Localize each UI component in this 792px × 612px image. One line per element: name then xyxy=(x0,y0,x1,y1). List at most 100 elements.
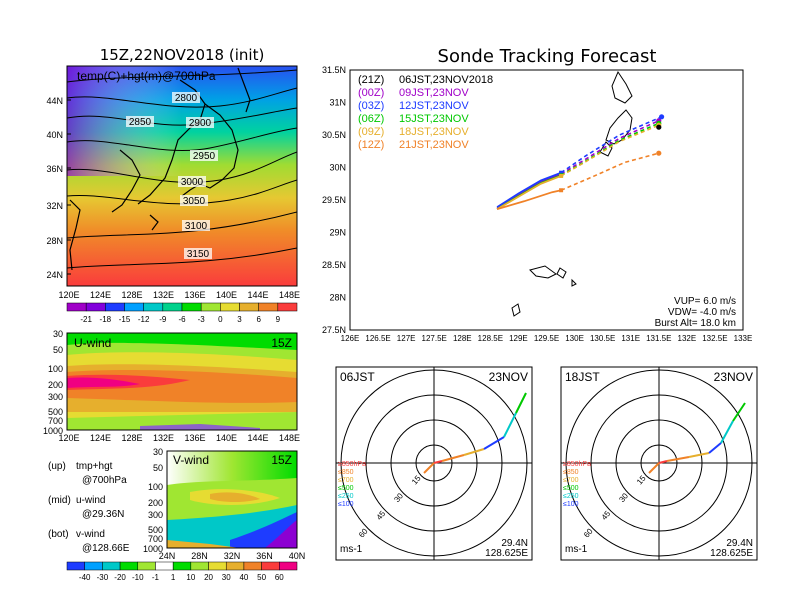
contour-label: 2900 xyxy=(189,118,212,129)
legend-desc: v-wind xyxy=(76,529,105,540)
u-lon-tick: 128E xyxy=(121,433,142,443)
track-y-tick: 29.5N xyxy=(322,195,346,205)
track-x-tick: 133E xyxy=(734,334,753,343)
track-endpoint xyxy=(656,124,662,130)
hodo-trace xyxy=(483,436,505,450)
legend-series-time: (00Z) xyxy=(358,87,384,99)
v-lat-tick: 24N xyxy=(159,551,176,561)
hodo-trace xyxy=(720,420,734,444)
u-lon-ticks: 120E 124E 128E 132E 136E 140E 144E 148E xyxy=(58,433,300,443)
hodo-time: 18JST xyxy=(565,370,600,384)
map-lat-tick: 40N xyxy=(46,130,63,140)
hodo-legend-item: ≤250 xyxy=(338,493,354,500)
hodo-lon: 128.625E xyxy=(485,548,528,559)
v-pressure-tick: 300 xyxy=(148,510,163,520)
hodo-trace xyxy=(503,412,517,438)
legend-series-label: 21JST,23NOV xyxy=(399,139,469,151)
v-lat-tick: 40N xyxy=(289,551,306,561)
legend-desc: @700hPa xyxy=(82,475,127,486)
legend-series-label: 12JST,23NOV xyxy=(399,100,469,112)
colorbar-swatch xyxy=(208,561,227,571)
v-wind-label: V-wind xyxy=(173,453,209,467)
hodo-trace xyxy=(708,442,722,454)
map-lat-tick: 32N xyxy=(46,201,63,211)
left-map-title: 15Z,22NOV2018 (init) xyxy=(100,46,265,64)
map-lat-tick: 36N xyxy=(46,164,63,174)
track-y-tick: 30N xyxy=(329,163,346,173)
track-line-dashed xyxy=(560,152,659,191)
colorbar-swatch xyxy=(66,561,85,571)
track-x-tick: 130E xyxy=(565,334,584,343)
u-wind-panel: U-wind 15Z xyxy=(66,332,298,431)
chart-title: Sonde Tracking Forecast xyxy=(438,46,657,67)
track-marker xyxy=(559,173,564,178)
u-pressure-tick: 100 xyxy=(48,364,63,374)
colorbar-swatch xyxy=(102,561,121,571)
legend-series-time: (03Z) xyxy=(358,100,384,112)
track-x-tick: 129E xyxy=(509,334,528,343)
legend-series-time: (09Z) xyxy=(358,126,384,138)
hodo-date: 23NOV xyxy=(714,370,753,384)
track-y-tick: 31N xyxy=(329,98,346,108)
contour-label: 3000 xyxy=(181,177,204,188)
colorbar-tick: -9 xyxy=(159,315,167,324)
u-pressure-tick: 700 xyxy=(48,416,63,426)
legend-series-label: 09JST,23NOV xyxy=(399,87,469,99)
colorbar-tick: -12 xyxy=(138,315,150,324)
track-line-dashed xyxy=(560,124,660,177)
v-pressure-tick: 200 xyxy=(148,498,163,508)
contour-label-bg xyxy=(126,116,154,127)
colorbar-swatch xyxy=(261,561,280,571)
colorbar-swatch xyxy=(162,302,183,312)
u-pressure-tick: 200 xyxy=(48,380,63,390)
sonde-setting: VUP= 6.0 m/s xyxy=(674,296,736,307)
map-lon-tick: 132E xyxy=(153,290,174,300)
hodo-legend-item: ≤500 xyxy=(563,485,579,492)
contour-label-bg xyxy=(182,220,210,231)
track-y-tick: 28.5N xyxy=(322,260,346,270)
hodo-legend-item: ≤100 xyxy=(563,501,579,508)
track-x-tick: 126E xyxy=(341,334,360,343)
hodo-trace xyxy=(648,462,660,474)
track-line-dashed xyxy=(560,116,662,174)
v-lat-tick: 32N xyxy=(224,551,241,561)
temperature-colorbar: -21 -18 -15 -12 -9 -6 -3 0 3 6 9 xyxy=(66,302,298,324)
hodo-trace xyxy=(658,460,668,464)
hodo-trace xyxy=(433,460,443,464)
colorbar-swatch xyxy=(172,561,192,571)
colorbar-swatch xyxy=(277,302,298,312)
map-lat-ticks: 44N 40N 36N 32N 28N 24N xyxy=(46,96,71,280)
track-x-tick: 132E xyxy=(678,334,697,343)
hodo-legend-item: ≤700 xyxy=(563,477,579,484)
colorbar-swatch xyxy=(220,302,240,312)
track-lines xyxy=(496,114,665,210)
track-x-tick: 131E xyxy=(621,334,640,343)
colorbar-swatch xyxy=(105,302,125,312)
track-x-tick: 131.5E xyxy=(646,334,671,343)
hodo-unit: ms-1 xyxy=(565,544,588,555)
u-pressure-tick: 50 xyxy=(53,345,63,355)
v-pressure-tick: 1000 xyxy=(143,544,163,554)
legend-series-time: (06Z) xyxy=(358,113,384,125)
map-lon-tick: 120E xyxy=(58,290,79,300)
sonde-setting: Burst Alt= 18.0 km xyxy=(655,318,736,329)
hodo-legend-item: ≤850 xyxy=(563,469,579,476)
hodo-trace xyxy=(441,454,465,462)
map-lon-ticks: 120E 124E 128E 132E 136E 140E 144E 148E xyxy=(58,290,300,300)
track-x-tick: 127.5E xyxy=(422,334,447,343)
legend-series-time: (12Z) xyxy=(358,139,384,151)
v-pressure-tick: 50 xyxy=(153,463,163,473)
colorbar-swatch xyxy=(181,302,202,312)
colorbar-tick: 60 xyxy=(275,573,284,582)
map-lon-tick: 136E xyxy=(185,290,206,300)
colorbar-tick: -40 xyxy=(79,573,91,582)
u-lon-tick: 120E xyxy=(58,433,79,443)
u-lon-tick: 140E xyxy=(216,433,237,443)
v-pressure-tick: 700 xyxy=(148,534,163,544)
map-lon-tick: 148E xyxy=(279,290,300,300)
colorbar-tick: 10 xyxy=(186,573,195,582)
u-lon-tick: 136E xyxy=(185,433,206,443)
